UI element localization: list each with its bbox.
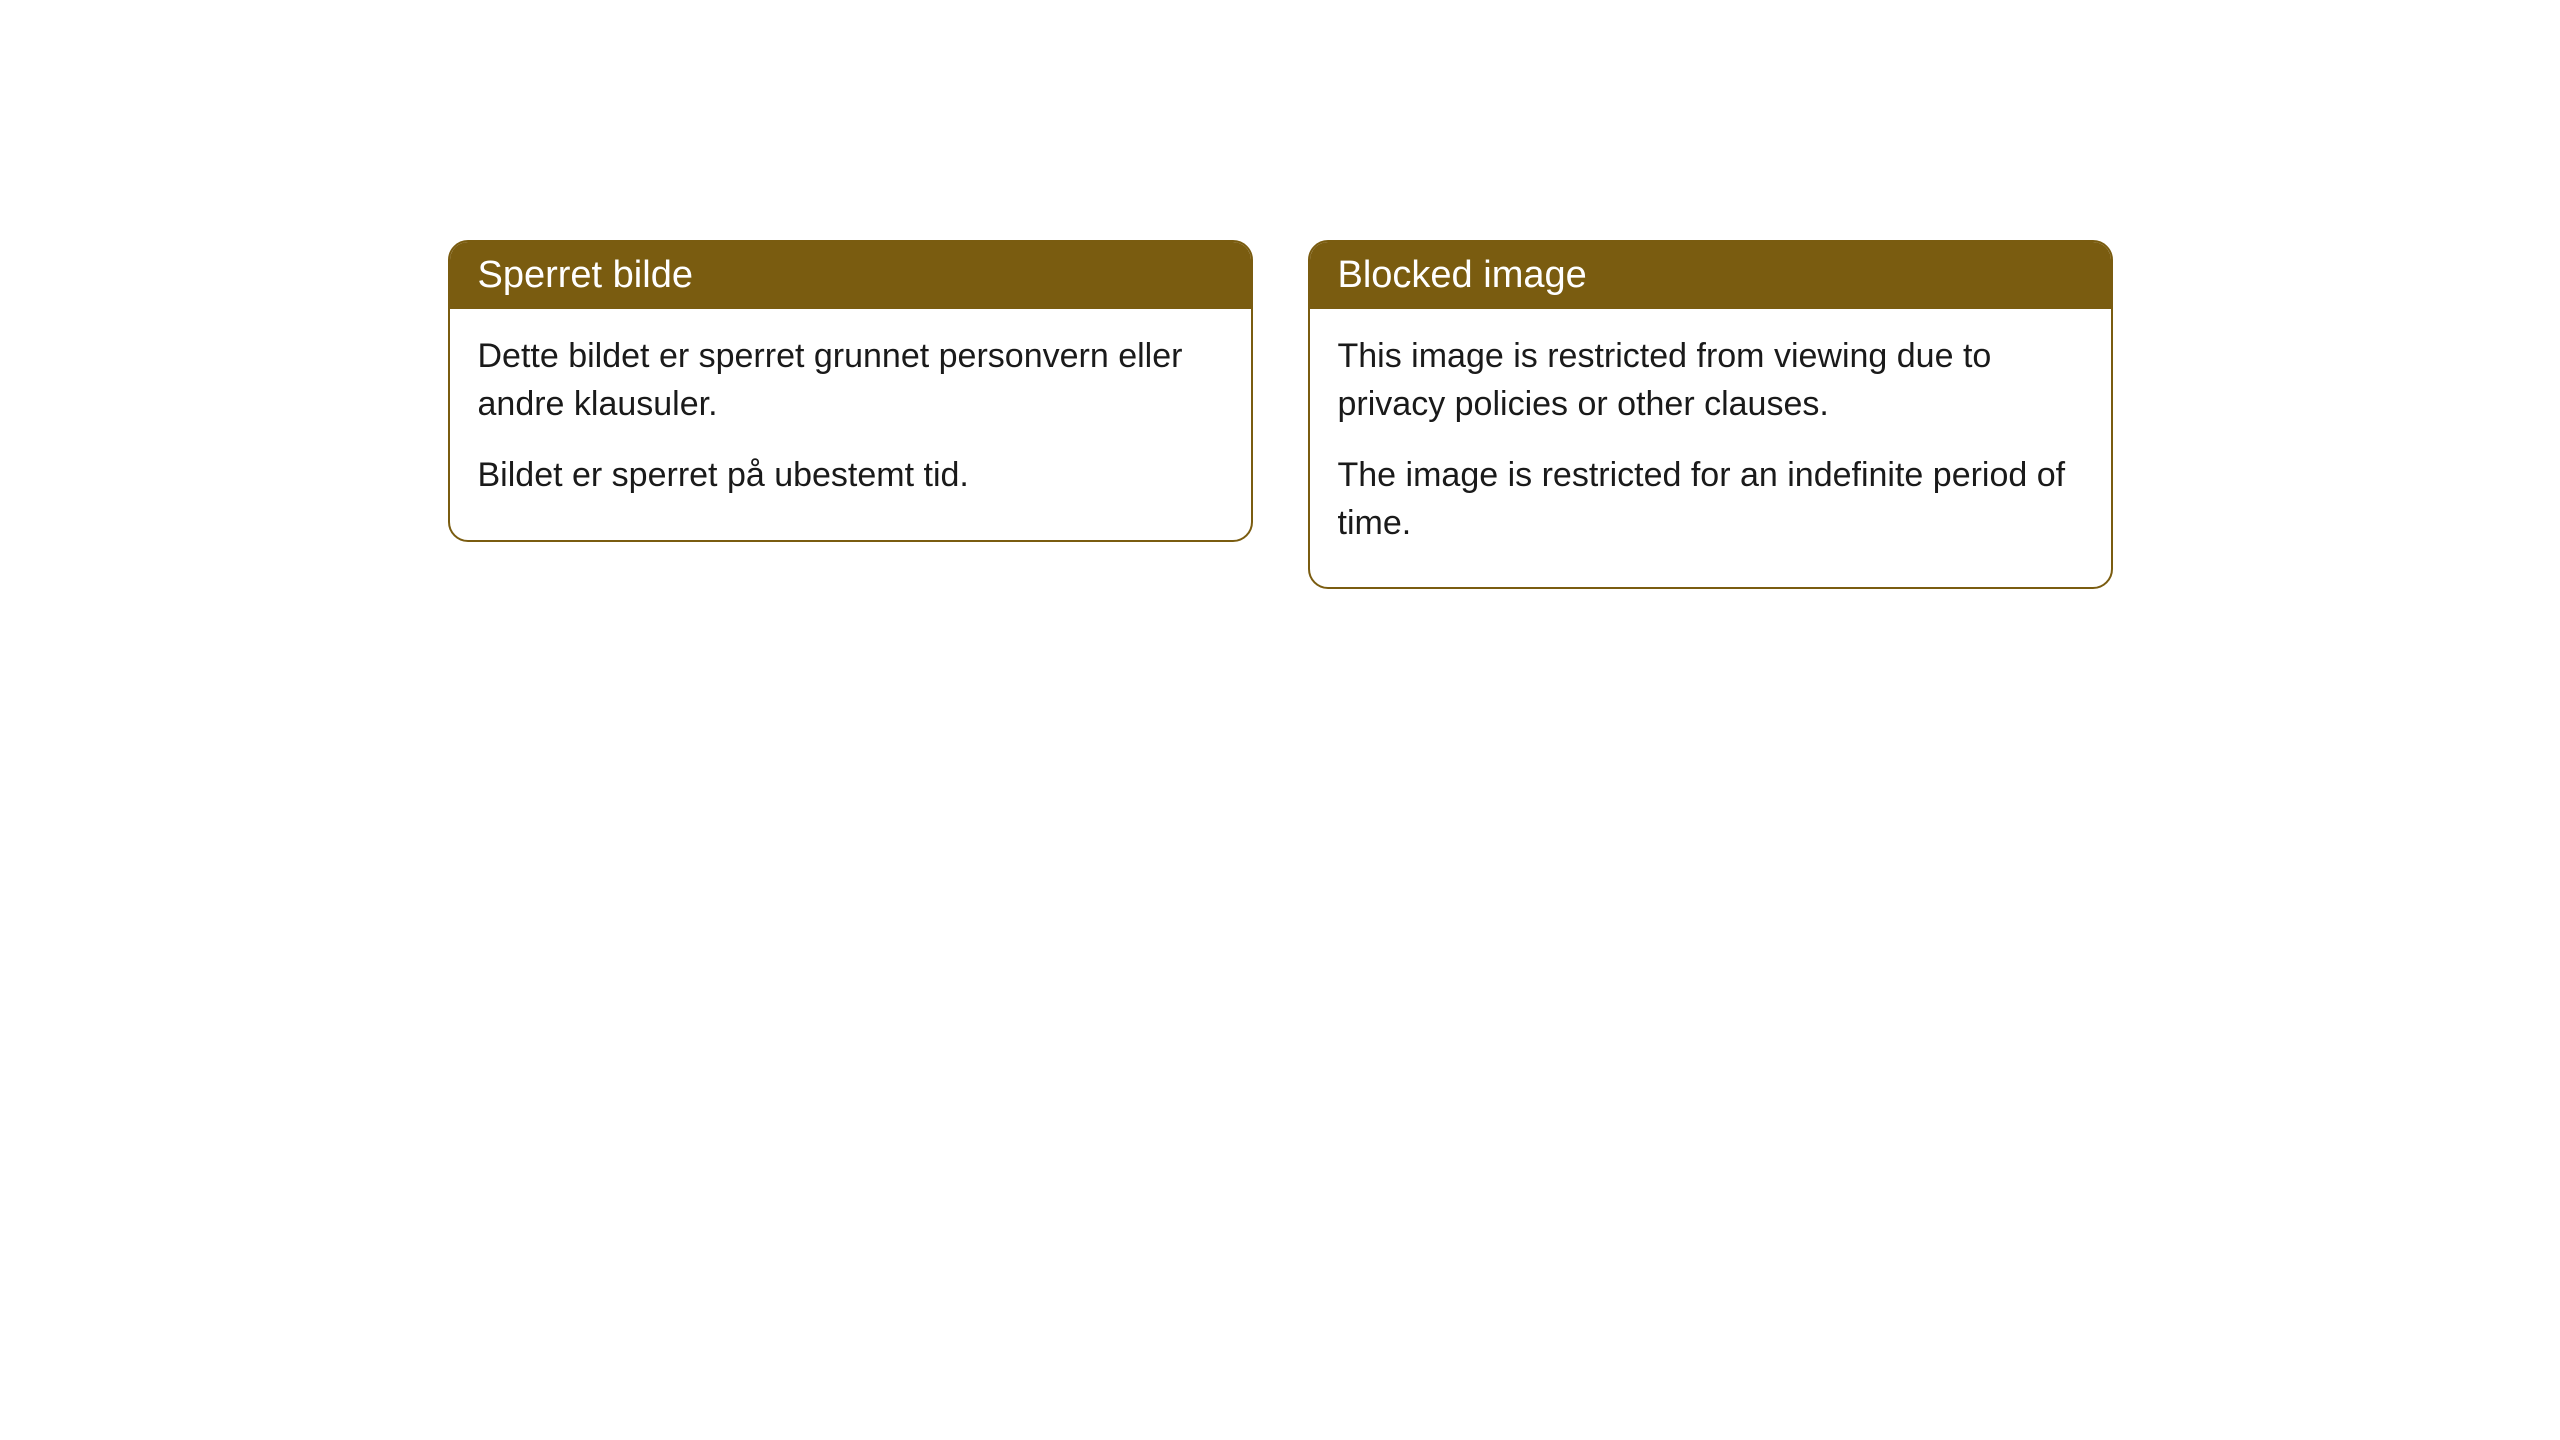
notice-card-norwegian: Sperret bilde Dette bildet er sperret gr… (448, 240, 1253, 542)
card-paragraph2-english: The image is restricted for an indefinit… (1338, 452, 2083, 547)
card-body-norwegian: Dette bildet er sperret grunnet personve… (450, 309, 1251, 540)
card-header-norwegian: Sperret bilde (450, 242, 1251, 309)
card-body-english: This image is restricted from viewing du… (1310, 309, 2111, 587)
card-title-english: Blocked image (1338, 254, 1587, 296)
card-paragraph1-norwegian: Dette bildet er sperret grunnet personve… (478, 333, 1223, 428)
card-title-norwegian: Sperret bilde (478, 254, 693, 296)
card-header-english: Blocked image (1310, 242, 2111, 309)
card-paragraph1-english: This image is restricted from viewing du… (1338, 333, 2083, 428)
notice-card-english: Blocked image This image is restricted f… (1308, 240, 2113, 589)
card-paragraph2-norwegian: Bildet er sperret på ubestemt tid. (478, 452, 1223, 500)
